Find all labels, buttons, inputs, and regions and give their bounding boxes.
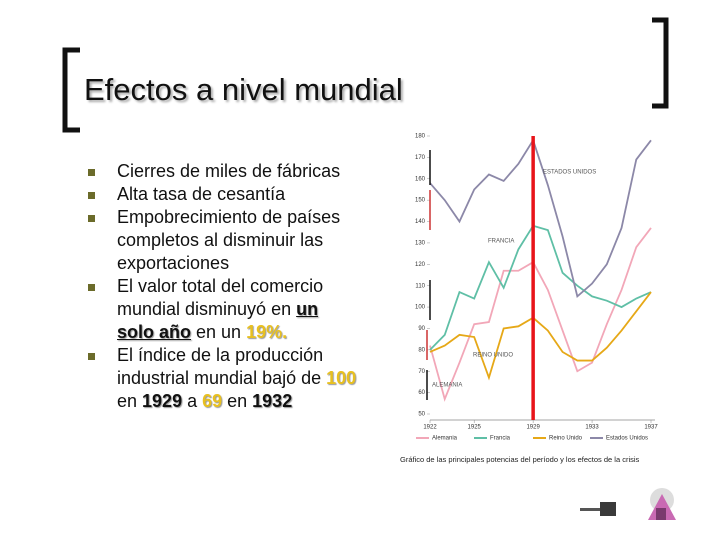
y-tick-label: 120 xyxy=(415,262,426,268)
slide-title: Efectos a nivel mundial xyxy=(84,72,403,107)
bullet: Alta tasa de cesantía xyxy=(88,183,358,206)
y-tick-label: 70 xyxy=(418,369,425,375)
bullet-text: El valor total del comercio mundial dism… xyxy=(117,276,324,319)
y-tick-label: 140 xyxy=(415,219,426,225)
series-annotation: ESTADOS UNIDOS xyxy=(543,170,596,176)
bullet-text: El índice de la producción industrial mu… xyxy=(117,345,327,388)
bullet-emphasis: un solo año xyxy=(117,299,319,342)
bullet-text: Alta tasa de cesantía xyxy=(117,184,286,204)
bullet-text: en xyxy=(117,391,143,411)
bullet: Empobrecimiento de países completos al d… xyxy=(88,206,358,275)
x-tick-label: 1937 xyxy=(644,425,658,431)
y-tick-label: 160 xyxy=(415,176,426,182)
bullet-emphasis: 100 xyxy=(326,368,357,388)
chart-caption: Gráfico de las principales potencias del… xyxy=(400,455,640,464)
bullet: El valor total del comercio mundial dism… xyxy=(88,275,358,344)
legend-label: Reino Unido xyxy=(549,436,583,442)
bullet-text: en xyxy=(222,391,253,411)
right-bracket xyxy=(652,17,669,109)
bullet-text: a xyxy=(182,391,203,411)
bullet-emphasis: 1929 xyxy=(142,391,183,411)
bullet-text: en un xyxy=(191,322,247,342)
x-tick-label: 1929 xyxy=(526,425,540,431)
bullet-text: Empobrecimiento de países completos al d… xyxy=(117,207,341,273)
y-tick-label: 90 xyxy=(418,326,425,332)
y-tick-label: 130 xyxy=(415,241,426,247)
bullet: El índice de la producción industrial mu… xyxy=(88,344,358,413)
series-annotation: ALEMANIA xyxy=(432,383,462,389)
legend-label: Alemania xyxy=(432,436,458,442)
series-line xyxy=(429,227,652,402)
bullet-text: Cierres de miles de fábricas xyxy=(117,161,341,181)
series-line xyxy=(429,224,652,351)
bullet-emphasis: 69 xyxy=(202,391,223,411)
nav-icons xyxy=(580,488,676,520)
series-annotation: FRANCIA xyxy=(488,239,514,245)
y-tick-label: 50 xyxy=(418,412,425,418)
y-tick-label: 170 xyxy=(415,155,426,161)
y-tick-label: 180 xyxy=(415,134,426,140)
bullet-emphasis: 1932 xyxy=(252,391,293,411)
legend-label: Francia xyxy=(490,436,511,442)
left-bracket xyxy=(62,47,80,133)
y-tick-label: 150 xyxy=(415,198,426,204)
x-tick-label: 1933 xyxy=(585,425,599,431)
series-annotation: REINO UNIDO xyxy=(473,353,513,359)
x-tick-label: 1925 xyxy=(468,425,482,431)
series-line xyxy=(429,291,652,381)
series-line xyxy=(429,138,652,299)
bullet: Cierres de miles de fábricas xyxy=(88,160,358,183)
y-tick-label: 110 xyxy=(415,283,425,289)
legend-label: Estados Unidos xyxy=(606,436,648,442)
bullet-list: Cierres de miles de fábricas Alta tasa d… xyxy=(88,160,358,413)
bullet-emphasis: 19%. xyxy=(246,322,288,342)
y-tick-label: 60 xyxy=(418,390,425,396)
y-tick-label: 80 xyxy=(418,347,425,353)
x-tick-label: 1922 xyxy=(423,425,437,431)
y-tick-label: 100 xyxy=(415,305,426,311)
